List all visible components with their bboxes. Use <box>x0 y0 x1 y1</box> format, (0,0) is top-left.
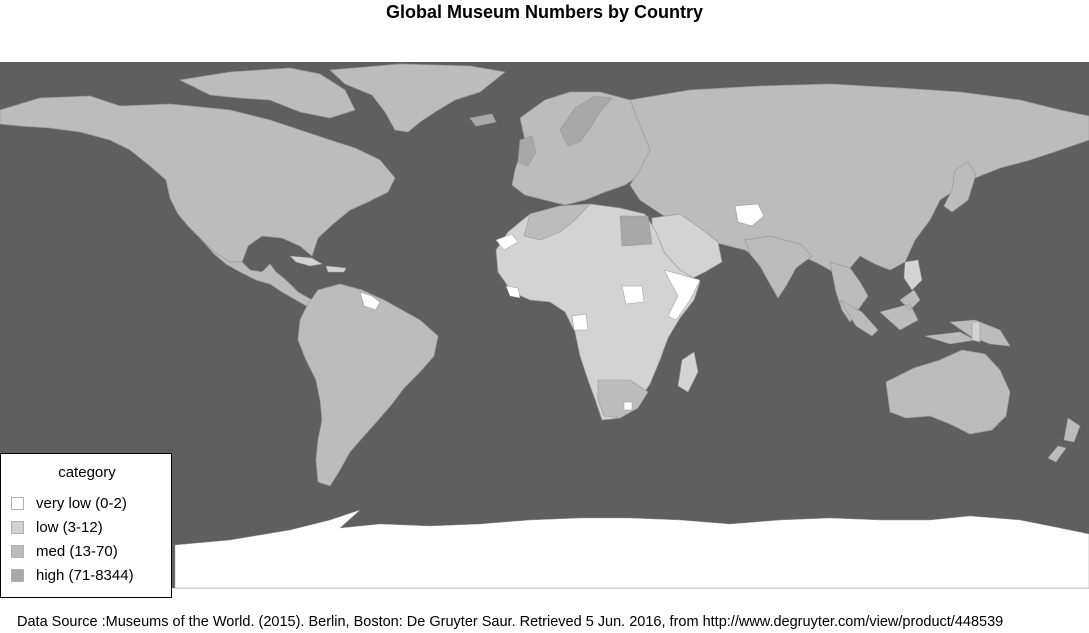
map-legend: category very low (0-2) low (3-12) med (… <box>0 453 172 598</box>
map-bottom-rule <box>173 588 1089 589</box>
south-sudan <box>621 285 645 305</box>
egypt <box>619 215 653 247</box>
europe <box>511 91 656 206</box>
australia <box>885 349 1011 435</box>
west-sahara <box>495 233 519 251</box>
somalia <box>663 269 701 321</box>
antarctica <box>174 509 1089 588</box>
legend-item-med: med (13-70) <box>11 541 118 561</box>
africa <box>495 203 701 421</box>
legend-item-high: high (71-8344) <box>11 565 134 585</box>
scandinavia <box>559 95 613 147</box>
legend-title: category <box>58 464 116 481</box>
lesotho <box>623 401 633 411</box>
legend-swatch <box>11 568 24 582</box>
japan <box>943 161 977 213</box>
madagascar <box>677 351 699 393</box>
legend-label: low (3-12) <box>36 518 103 536</box>
legend-label: high (71-8344) <box>36 566 134 584</box>
legend-swatch <box>11 496 24 510</box>
gabon <box>571 313 589 331</box>
india <box>744 235 813 299</box>
guinea <box>505 285 521 299</box>
legend-item-low: low (3-12) <box>11 517 103 537</box>
north-africa <box>523 203 591 241</box>
caribbean <box>289 255 347 273</box>
legend-swatch <box>11 520 24 534</box>
new-zealand <box>1047 417 1081 463</box>
greenland <box>329 63 506 133</box>
north-america <box>0 95 396 263</box>
map-svg <box>0 63 1089 588</box>
map-title: Global Museum Numbers by Country <box>385 2 704 22</box>
guianas <box>359 291 381 311</box>
world-map <box>0 62 1089 588</box>
legend-label: very low (0-2) <box>36 494 127 512</box>
legend-label: med (13-70) <box>36 542 118 560</box>
southern-africa <box>597 379 649 419</box>
afghanistan <box>734 203 765 227</box>
papua-new-guinea <box>971 321 981 343</box>
philippines <box>903 259 923 291</box>
data-source-caption: Data Source :Museums of the World. (2015… <box>17 614 1004 630</box>
legend-swatch <box>11 544 24 558</box>
british-isles <box>469 113 537 167</box>
legend-item-very-low: very low (0-2) <box>11 493 127 513</box>
arctic-islands <box>178 67 356 119</box>
indonesia <box>839 289 976 345</box>
south-america <box>297 283 439 487</box>
